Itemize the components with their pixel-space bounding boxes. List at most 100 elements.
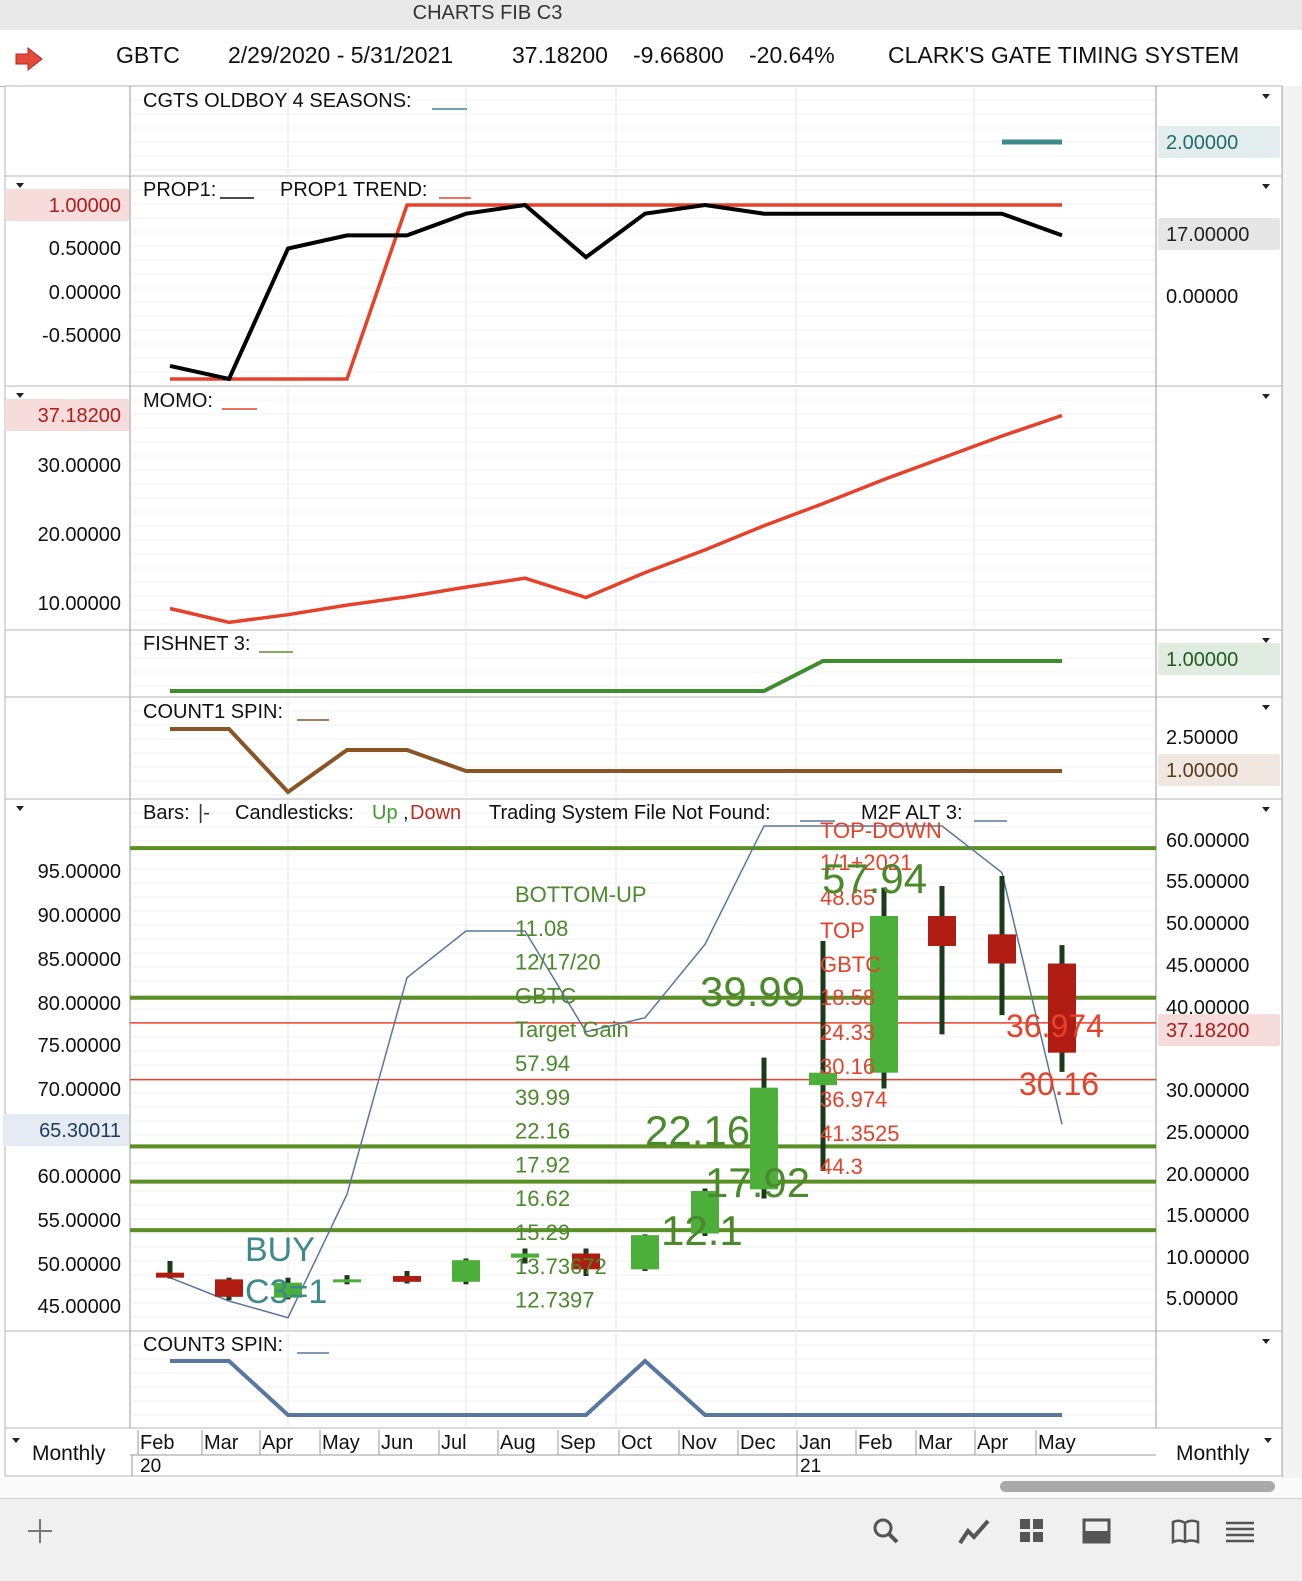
pane-menu-chevron-icon[interactable]	[16, 806, 24, 811]
pane-menu-chevron-icon[interactable]	[16, 183, 24, 188]
fishnet-right-value: 1.00000	[1166, 649, 1238, 671]
top-down-text: 1/1+2021	[820, 850, 912, 875]
pane-menu-chevron-icon[interactable]	[1262, 184, 1270, 189]
pane-1	[4, 175, 1283, 387]
pane-menu-chevron-icon[interactable]	[1262, 394, 1270, 399]
level-label-57-94: 57.94	[822, 855, 927, 902]
book-icon[interactable]	[1170, 1517, 1202, 1545]
price-left-tick: 85.00000	[38, 949, 121, 971]
prop1-tick: -0.50000	[42, 325, 121, 347]
pane-menu-chevron-icon[interactable]	[1262, 807, 1270, 812]
month-label-feb: Feb	[858, 1432, 892, 1454]
month-label-nov: Nov	[681, 1432, 717, 1454]
bottom-up-text: 11.08	[515, 916, 568, 941]
price-right-tick: 5.00000	[1166, 1288, 1238, 1310]
bottom-up-text: 15.29	[515, 1220, 570, 1245]
price-right-tick: 10.00000	[1166, 1247, 1249, 1269]
prop1-right-value-box	[1158, 218, 1280, 250]
candle-down	[928, 916, 956, 947]
month-label-may: May	[322, 1432, 360, 1454]
candle-down	[988, 934, 1016, 964]
pane-menu-chevron-icon[interactable]	[16, 393, 24, 398]
panel-layout-icon[interactable]	[1082, 1517, 1112, 1545]
candle-up	[511, 1253, 539, 1258]
price-left-marker: 65.30011	[39, 1120, 121, 1142]
pane-6	[4, 1330, 1283, 1429]
month-label-apr: Apr	[262, 1432, 293, 1454]
candle-up	[870, 916, 898, 1073]
candle-up	[333, 1279, 361, 1283]
level-label-36-974: 36.974	[1006, 1008, 1104, 1044]
candle-down	[156, 1272, 184, 1278]
fishnet-right-value-box	[1158, 643, 1280, 675]
candlesticks-label: Candlesticks:	[235, 802, 354, 824]
count1-right-tick: 2.50000	[1166, 727, 1238, 749]
year-label-21: 21	[800, 1456, 821, 1477]
price-right-tick: 55.00000	[1166, 871, 1249, 893]
arrow-right-icon[interactable]	[14, 46, 44, 72]
candle-up	[452, 1260, 480, 1282]
symbol[interactable]: GBTC	[116, 42, 180, 68]
seasons-right-value-box	[1158, 126, 1280, 158]
level-label-39-99: 39.99	[700, 968, 805, 1015]
price-right-tick: 50.00000	[1166, 913, 1249, 935]
count1-line	[170, 727, 1062, 795]
bottom-up-text: 12/17/20	[515, 950, 601, 975]
percent-change: -20.64%	[749, 42, 835, 68]
top-down-text: 30.16	[820, 1054, 875, 1079]
menu-lines-icon[interactable]	[1224, 1517, 1256, 1545]
period-chevron-icon[interactable]	[12, 1438, 20, 1443]
price-left-marker-box	[3, 1114, 129, 1146]
candle-separator: ,	[403, 802, 409, 824]
momo-label: MOMO:	[143, 390, 213, 412]
candle-up	[274, 1282, 302, 1298]
system-name: CLARK'S GATE TIMING SYSTEM	[888, 42, 1240, 68]
candle-down	[393, 1276, 421, 1282]
bottom-up-text: GBTC	[515, 983, 576, 1008]
candle-down	[215, 1279, 243, 1297]
grid-layout-icon[interactable]	[1018, 1517, 1046, 1545]
seasons-right-value: 2.00000	[1166, 132, 1238, 154]
bars-style-glyph: |-	[198, 802, 210, 824]
price-right-tick: 40.00000	[1166, 997, 1249, 1019]
pane-menu-chevron-icon[interactable]	[1262, 94, 1270, 99]
level-label-12-1: 12.1	[661, 1207, 743, 1254]
candle-up	[809, 1072, 837, 1086]
month-label-jan: Jan	[799, 1432, 831, 1454]
price-left-tick: 45.00000	[38, 1296, 121, 1318]
last-price: 37.18200	[512, 42, 608, 68]
candle-down	[572, 1253, 600, 1270]
candle-up-label: Up	[372, 802, 398, 824]
pane-menu-chevron-icon[interactable]	[1262, 638, 1270, 643]
buy-label: BUY	[245, 1231, 315, 1269]
bottom-up-text: Target Gain	[515, 1017, 629, 1042]
prop1-left-value: 1.00000	[49, 195, 121, 217]
price-right-tick: 60.00000	[1166, 830, 1249, 852]
line-chart-icon[interactable]	[958, 1517, 992, 1545]
bottom-up-text: 12.7397	[515, 1288, 595, 1313]
window-title: CHARTS FIB C3	[412, 2, 563, 24]
candle-down-label: Down	[410, 802, 461, 824]
seasons-label: CGTS OLDBOY 4 SEASONS:	[143, 90, 412, 112]
price-right-tick: 30.00000	[1166, 1080, 1249, 1102]
month-label-oct: Oct	[621, 1432, 653, 1454]
period-chevron-icon[interactable]	[1264, 1438, 1272, 1443]
top-down-text: 48.65	[820, 885, 875, 910]
pane-menu-chevron-icon[interactable]	[1262, 705, 1270, 710]
month-label-apr: Apr	[977, 1432, 1008, 1454]
add-icon[interactable]	[26, 1517, 54, 1545]
horizontal-scrollbar[interactable]	[0, 1478, 1302, 1498]
scrollbar-thumb[interactable]	[1000, 1481, 1275, 1492]
bottom-up-text: 39.99	[515, 1085, 570, 1110]
top-down-text: 36.974	[820, 1087, 887, 1112]
prop1-label: PROP1:	[143, 179, 216, 201]
pane-menu-chevron-icon[interactable]	[1262, 1339, 1270, 1344]
count1-label: COUNT1 SPIN:	[143, 701, 283, 723]
count3-line	[170, 1358, 1062, 1417]
price-left-tick: 90.00000	[38, 905, 121, 927]
momo-left-value-box	[5, 399, 129, 431]
trading-system-label: Trading System File Not Found:	[489, 802, 771, 824]
candle-up	[750, 1087, 778, 1190]
search-icon[interactable]	[872, 1517, 900, 1545]
price-left-tick: 95.00000	[38, 861, 121, 883]
